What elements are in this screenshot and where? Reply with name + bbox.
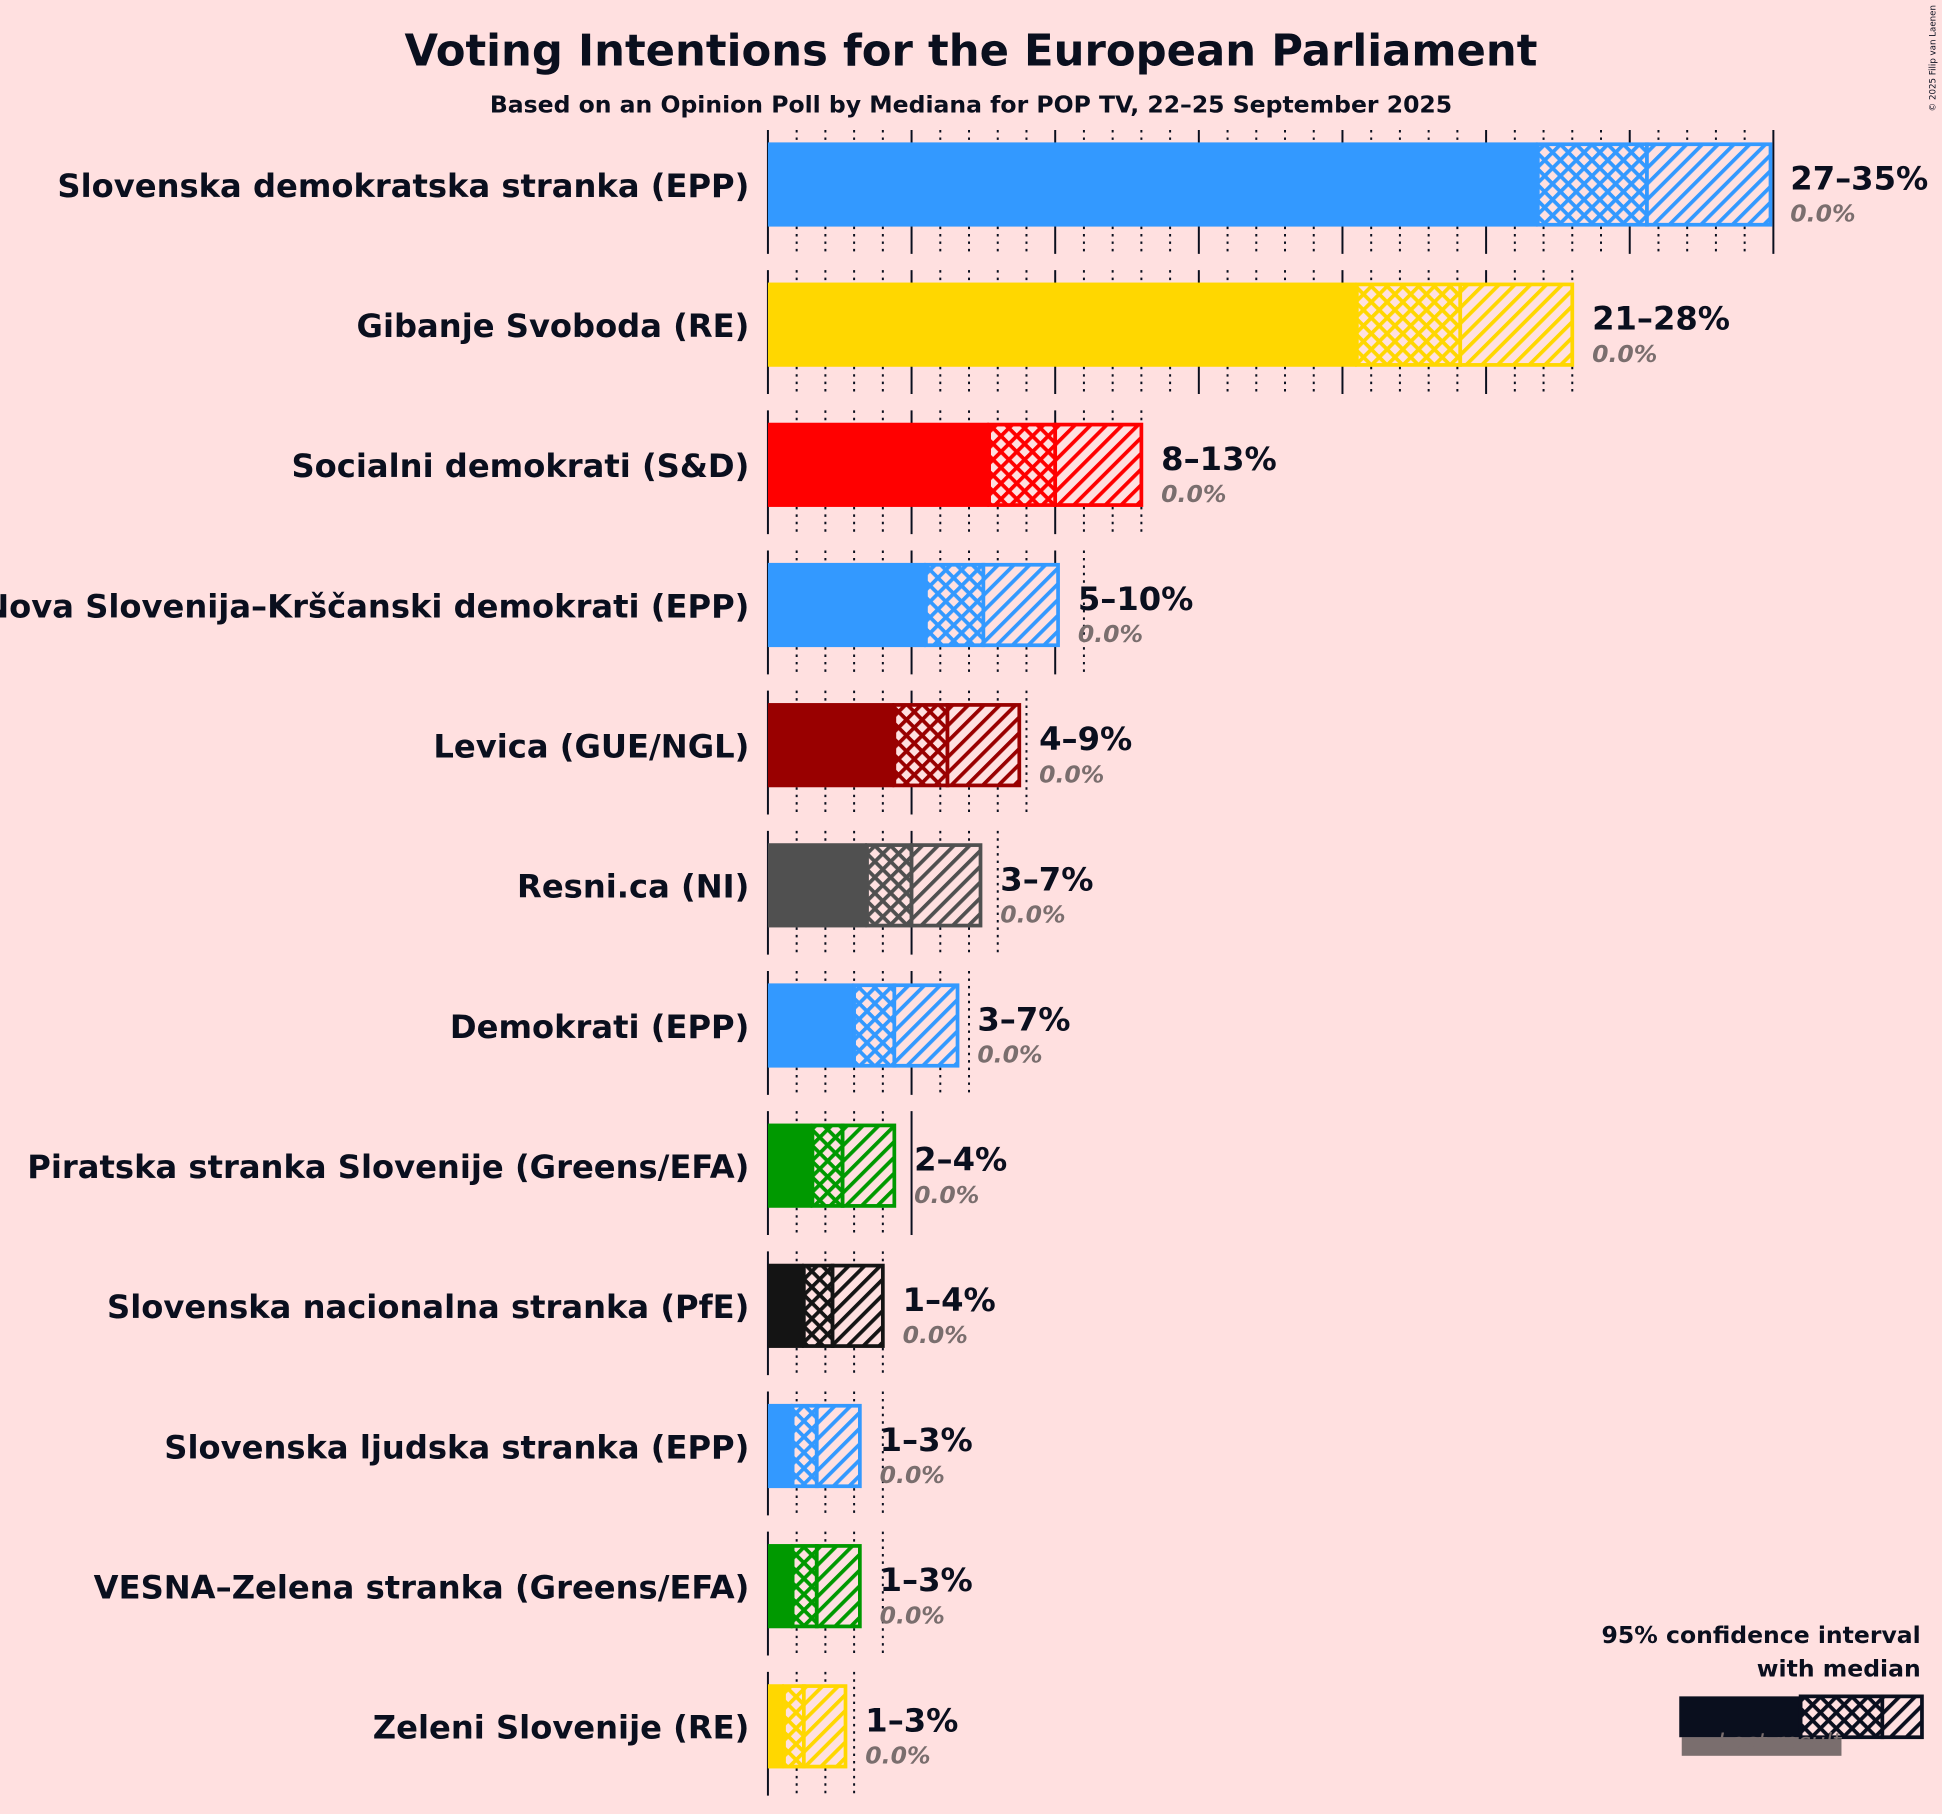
party-label: Resni.ca (NI) [517,868,749,906]
last-result-label: 0.0% [1592,340,1657,368]
range-label: 5–10% [1078,580,1194,618]
bar-ci-upper [801,1684,848,1769]
bar-ci-lower [987,422,1058,507]
bar-ci-lower [852,983,897,1068]
party-label: VESNA–Zelena stranka (Greens/EFA) [94,1569,750,1607]
bar-group: Gibanje Svoboda (RE) 21–28%0.0% [357,282,1730,368]
legend-crosshatch [1798,1694,1885,1740]
party-label: Slovenska demokratska stranka (EPP) [57,167,749,205]
bar-group: Piratska stranka Slovenije (Greens/EFA) 2… [27,1123,1007,1209]
bar-group: Levica (GUE/NGL) 4–9%0.0% [433,703,1132,788]
bar-ci-lower [924,562,986,648]
bar-ci-upper [981,562,1060,648]
range-label: 27–35% [1790,159,1928,197]
legend-title-2: with median [1757,1655,1921,1683]
bar-ci-upper [1645,142,1773,227]
bar-ci-upper [945,703,1022,788]
last-result-label: 0.0% [1039,760,1104,788]
bar-solid [767,1263,804,1348]
bar-ci-lower [892,703,950,788]
bar-group: Resni.ca (NI) 3–7%0.0% [517,843,1093,928]
bar-group: Nova Slovenija–Krščanski demokrati (EPP)… [0,562,1194,648]
bars: Slovenska demokratska stranka (EPP) 27–35… [0,142,1928,1769]
range-label: 3–7% [1000,860,1093,898]
last-result-label: 0.0% [880,1461,945,1489]
party-label: Zeleni Slovenije (RE) [373,1709,750,1747]
bar-solid [767,562,926,648]
chart-subtitle: Based on an Opinion Poll by Mediana for … [490,91,1452,119]
legend-last-result-bar [1681,1737,1842,1756]
range-label: 8–13% [1161,440,1277,478]
party-label: Nova Slovenija–Krščanski demokrati (EPP) [0,587,749,625]
party-label: Slovenska ljudska stranka (EPP) [164,1428,749,1466]
range-label: 1–4% [903,1281,996,1319]
bar-group: VESNA–Zelena stranka (Greens/EFA) 1–3%0.0… [94,1544,973,1629]
copyright: © 2025 Filip van Laenen [1929,5,1939,111]
bar-ci-upper [1053,422,1144,507]
last-result-label: 0.0% [1161,480,1226,508]
bar-ci-upper [1458,282,1575,367]
last-result-label: 0.0% [977,1041,1042,1069]
bar-solid [767,1544,793,1629]
party-label: Piratska stranka Slovenije (Greens/EFA) [27,1148,749,1186]
last-result-label: 0.0% [1000,900,1065,928]
bar-solid [767,282,1357,367]
range-label: 2–4% [914,1141,1007,1179]
bar-ci-upper [892,983,960,1068]
bar-ci-lower [1354,282,1463,367]
party-label: Gibanje Svoboda (RE) [357,307,750,345]
bar-group: Demokrati (EPP) 3–7% 0.0% [450,983,1070,1069]
range-label: 21–28% [1592,300,1730,338]
party-label: Slovenska nacionalna stranka (PfE) [107,1288,749,1326]
party-label: Demokrati (EPP) [450,1008,749,1046]
bar-solid [767,1403,793,1489]
bar-ci-upper [909,843,983,928]
legend-title-1: 95% confidence interval [1602,1621,1921,1649]
last-result-label: 0.0% [880,1601,945,1629]
bar-ci-lower [782,1684,806,1769]
bar-ci-lower [810,1123,845,1208]
bar-solid [767,703,895,788]
range-label: 4–9% [1039,720,1132,758]
chart-title: Voting Intentions for the European Parli… [405,27,1538,77]
range-label: 3–7% [977,1000,1070,1038]
bar-ci-lower [801,1263,835,1348]
party-label: Socialni demokrati (S&D) [291,447,749,485]
range-label: 1–3% [880,1421,973,1459]
bar-ci-upper [814,1403,862,1489]
legend-hatch [1880,1694,1924,1740]
bar-solid [767,843,868,928]
bar-ci-upper [830,1263,885,1348]
bar-ci-lower [865,843,914,928]
legend-solid-bar [1679,1696,1801,1738]
bar-ci-lower [1535,142,1649,227]
legend-last-result-label: Last result [1718,1728,1842,1756]
bar-solid [767,1123,813,1208]
bar-group: Slovenska ljudska stranka (EPP) 1–3%0.0% [164,1403,973,1489]
last-result-label: 0.0% [865,1741,930,1769]
bar-group: Zeleni Slovenije (RE) 1–3%0.0% [373,1684,958,1769]
bar-ci-lower [790,1403,819,1489]
bar-solid [767,422,990,507]
bar-solid [767,1684,785,1769]
legend: 95% confidence interval with median Last… [1602,1621,1924,1756]
party-label: Levica (GUE/NGL) [433,728,749,766]
last-result-label: 0.0% [1790,200,1855,228]
bar-group: Slovenska demokratska stranka (EPP) 27–35… [57,142,1928,228]
bar-ci-lower [790,1544,819,1629]
bar-solid [767,142,1538,227]
bar-ci-upper [840,1123,897,1208]
last-result-label: 0.0% [914,1181,979,1209]
range-label: 1–3% [865,1701,958,1739]
bar-group: Socialni demokrati (S&D) 8–13%0.0% [291,422,1277,508]
last-result-label: 0.0% [1078,620,1143,648]
last-result-label: 0.0% [903,1321,968,1349]
bar-solid [767,983,855,1068]
bar-group: Slovenska nacionalna stranka (PfE) 1–4%0.… [107,1263,996,1349]
bar-ci-upper [814,1544,862,1629]
range-label: 1–3% [880,1561,973,1599]
